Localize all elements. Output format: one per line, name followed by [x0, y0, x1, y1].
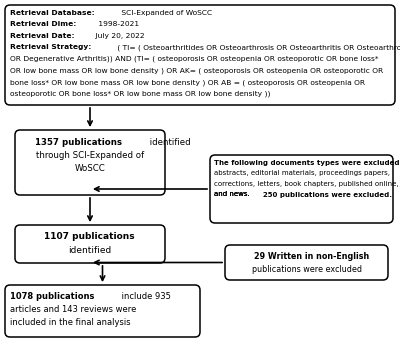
FancyBboxPatch shape: [210, 155, 393, 223]
Text: SCI-Expanded of WoSCC: SCI-Expanded of WoSCC: [119, 10, 212, 16]
Text: Retrieval Database:: Retrieval Database:: [10, 10, 95, 16]
Text: identified: identified: [68, 246, 112, 255]
Text: OR low bone mass OR low bone density ) OR AK= ( osteoporosis OR osteopenia OR os: OR low bone mass OR low bone density ) O…: [10, 67, 383, 74]
Text: articles and 143 reviews were: articles and 143 reviews were: [10, 305, 136, 314]
FancyBboxPatch shape: [15, 225, 165, 263]
Text: and news.: and news.: [214, 192, 252, 197]
Text: identified: identified: [147, 138, 191, 147]
FancyBboxPatch shape: [15, 130, 165, 195]
Text: publications were excluded: publications were excluded: [252, 265, 362, 274]
Text: and news.: and news.: [214, 192, 252, 197]
Text: Retrieval Date:: Retrieval Date:: [10, 33, 75, 39]
Text: 1107 publications: 1107 publications: [44, 232, 135, 241]
Text: WoSCC: WoSCC: [75, 164, 105, 173]
FancyBboxPatch shape: [225, 245, 388, 280]
Text: abstracts, editorial materials, proceedings papers,: abstracts, editorial materials, proceedi…: [214, 171, 390, 176]
Text: 29 Written in non-English: 29 Written in non-English: [254, 252, 370, 261]
Text: bone loss* OR low bone mass OR low bone density ) OR AB = ( osteoporosis OR oste: bone loss* OR low bone mass OR low bone …: [10, 79, 365, 86]
Text: Retrieval Dime:: Retrieval Dime:: [10, 21, 76, 28]
Text: Retrieval Strategy:: Retrieval Strategy:: [10, 44, 91, 51]
Text: and news.: and news.: [214, 192, 252, 197]
Text: included in the final analysis: included in the final analysis: [10, 318, 131, 327]
FancyBboxPatch shape: [5, 285, 200, 337]
Text: The following documents types were excluded:: The following documents types were exclu…: [214, 160, 400, 166]
Text: corrections, letters, book chapters, published online,: corrections, letters, book chapters, pub…: [214, 181, 399, 187]
Text: osteoporotic OR bone loss* OR low bone mass OR low bone density )): osteoporotic OR bone loss* OR low bone m…: [10, 90, 270, 97]
Text: 1998-2021: 1998-2021: [96, 21, 139, 28]
Text: through SCI-Expanded of: through SCI-Expanded of: [36, 151, 144, 160]
FancyBboxPatch shape: [5, 5, 395, 105]
Text: 1357 publications: 1357 publications: [35, 138, 122, 147]
Text: ( TI= ( Osteoarthritides OR Osteoarthrosis OR Osteoarthritis OR Osteoarthroses: ( TI= ( Osteoarthritides OR Osteoarthros…: [115, 44, 400, 51]
Text: 1078 publications: 1078 publications: [10, 292, 94, 301]
Text: 250 publications were excluded.: 250 publications were excluded.: [263, 192, 392, 197]
Text: include 935: include 935: [119, 292, 171, 301]
Text: OR Degenerative Arthritis)) AND (TI= ( osteoporosis OR osteopenia OR osteoporoti: OR Degenerative Arthritis)) AND (TI= ( o…: [10, 56, 378, 63]
Text: July 20, 2022: July 20, 2022: [93, 33, 145, 39]
